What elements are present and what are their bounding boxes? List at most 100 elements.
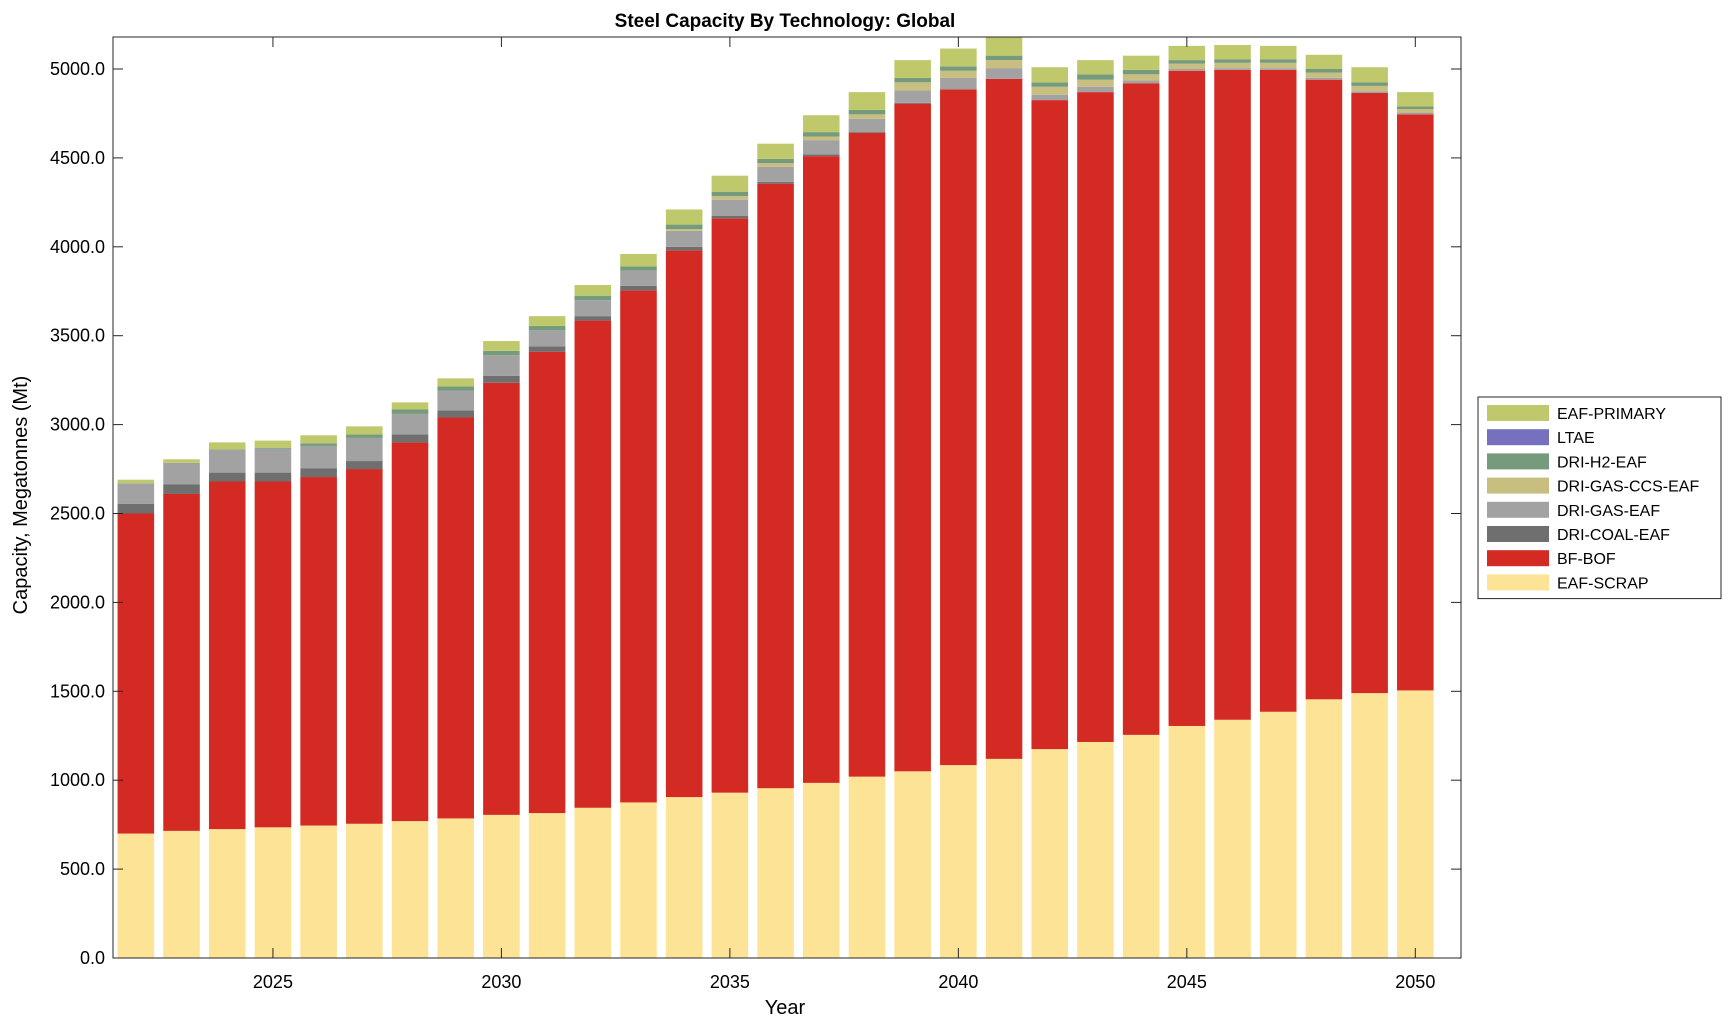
bar-segment-dri-gas-eaf-2035 bbox=[711, 199, 749, 216]
bar-segment-bf-bof-2031 bbox=[528, 351, 566, 814]
y-tick-label: 2000.0 bbox=[50, 592, 105, 612]
bar-segment-dri-gas-eaf-2041 bbox=[985, 68, 1023, 79]
bar-segment-eaf-scrap-2026 bbox=[300, 825, 337, 958]
bar-segment-eaf-scrap-2035 bbox=[711, 792, 749, 958]
bar-segment-dri-h2-eaf-2032 bbox=[574, 295, 612, 301]
bar-segment-dri-gas-ccs-eaf-2046 bbox=[1214, 62, 1251, 69]
legend-swatch-ltae bbox=[1487, 429, 1549, 446]
bar-segment-eaf-scrap-2039 bbox=[894, 771, 931, 958]
bar-segment-bf-bof-2024 bbox=[208, 481, 246, 830]
bar-segment-dri-h2-eaf-2050 bbox=[1397, 106, 1434, 110]
bar-segment-dri-coal-eaf-2031 bbox=[528, 346, 566, 352]
bar-segment-dri-gas-eaf-2037 bbox=[802, 140, 840, 155]
bar-segment-dri-coal-eaf-2022 bbox=[117, 503, 155, 514]
bar-segment-eaf-scrap-2045 bbox=[1168, 725, 1206, 958]
bar-segment-eaf-primary-2024 bbox=[208, 442, 246, 450]
bar-segment-eaf-primary-2031 bbox=[528, 316, 566, 326]
legend-label-ltae: LTAE bbox=[1557, 430, 1595, 447]
plot-area bbox=[117, 37, 1434, 958]
y-tick-label: 4000.0 bbox=[50, 237, 105, 257]
bar-segment-dri-h2-eaf-2033 bbox=[620, 266, 657, 271]
x-axis-label: Year bbox=[765, 997, 806, 1019]
bar-segment-dri-h2-eaf-2034 bbox=[665, 224, 703, 230]
bar-segment-dri-h2-eaf-2029 bbox=[437, 386, 474, 391]
legend-swatch-eaf-scrap bbox=[1487, 574, 1549, 591]
x-tick-label: 2030 bbox=[481, 972, 521, 992]
bar-segment-eaf-scrap-2037 bbox=[802, 782, 840, 958]
y-tick-label: 500.0 bbox=[60, 859, 105, 879]
bar-segment-bf-bof-2035 bbox=[711, 218, 749, 793]
x-tick-label: 2040 bbox=[938, 972, 978, 992]
bar-segment-dri-gas-ccs-eaf-2039 bbox=[894, 82, 931, 91]
x-tick-label: 2035 bbox=[710, 972, 750, 992]
bar-segment-eaf-primary-2030 bbox=[483, 341, 520, 351]
bar-segment-eaf-scrap-2032 bbox=[574, 807, 612, 958]
bar-segment-bf-bof-2034 bbox=[665, 250, 703, 798]
bar-segment-eaf-primary-2027 bbox=[346, 426, 383, 435]
bar-segment-bf-bof-2045 bbox=[1168, 70, 1206, 726]
bar-segment-eaf-primary-2034 bbox=[665, 209, 703, 225]
y-tick-label: 3500.0 bbox=[50, 326, 105, 346]
bar-segment-eaf-primary-2047 bbox=[1259, 45, 1297, 60]
bar-segment-eaf-primary-2044 bbox=[1122, 55, 1160, 70]
bar-segment-dri-gas-eaf-2028 bbox=[391, 413, 429, 435]
bar-segment-eaf-primary-2050 bbox=[1397, 92, 1434, 107]
bar-segment-dri-gas-ccs-eaf-2048 bbox=[1305, 72, 1343, 78]
y-tick-label: 1000.0 bbox=[50, 770, 105, 790]
bar-segment-eaf-scrap-2023 bbox=[163, 830, 200, 958]
bar-segment-dri-h2-eaf-2049 bbox=[1351, 82, 1388, 86]
bar-segment-bf-bof-2042 bbox=[1031, 100, 1069, 750]
legend-swatch-bf-bof bbox=[1487, 550, 1549, 567]
bar-segment-bf-bof-2029 bbox=[437, 417, 474, 819]
bar-segment-dri-gas-eaf-2026 bbox=[300, 445, 337, 469]
bar-segment-dri-gas-ccs-eaf-2042 bbox=[1031, 86, 1069, 95]
bar-segment-dri-gas-ccs-eaf-2037 bbox=[802, 136, 840, 141]
bar-segment-eaf-primary-2036 bbox=[757, 143, 794, 159]
bar-segment-dri-gas-eaf-2024 bbox=[208, 449, 246, 473]
bar-segment-dri-gas-eaf-2022 bbox=[117, 483, 155, 504]
bar-segment-bf-bof-2039 bbox=[894, 103, 931, 772]
bar-segment-dri-gas-eaf-2048 bbox=[1305, 77, 1343, 80]
bar-segment-eaf-primary-2046 bbox=[1214, 45, 1251, 60]
bar-segment-eaf-primary-2032 bbox=[574, 285, 612, 296]
bar-segment-dri-h2-eaf-2043 bbox=[1077, 74, 1114, 80]
chart-title: Steel Capacity By Technology: Global bbox=[615, 11, 956, 32]
bar-segment-eaf-primary-2033 bbox=[620, 253, 657, 267]
bar-segment-dri-gas-eaf-2033 bbox=[620, 270, 657, 286]
bar-segment-eaf-scrap-2043 bbox=[1077, 741, 1114, 958]
legend: EAF-PRIMARY LTAE DRI-H2-EAF DRI-GAS-CCS-EAF… bbox=[1477, 396, 1722, 600]
bar-segment-eaf-primary-2041 bbox=[985, 37, 1023, 56]
bar-segment-dri-coal-eaf-2036 bbox=[757, 181, 794, 184]
legend-swatch-dri-gas-ccs-eaf bbox=[1487, 477, 1549, 494]
bar-segment-dri-coal-eaf-2030 bbox=[483, 375, 520, 383]
bar-segment-eaf-primary-2029 bbox=[437, 378, 474, 387]
bar-segment-dri-gas-eaf-2036 bbox=[757, 166, 794, 182]
legend-swatch-dri-gas-eaf bbox=[1487, 501, 1549, 518]
bar-segment-eaf-primary-2048 bbox=[1305, 54, 1343, 69]
y-axis-label: Capacity, Megatonnes (Mt) bbox=[10, 376, 32, 615]
y-tick-label: 4500.0 bbox=[50, 148, 105, 168]
bar-segment-dri-coal-eaf-2028 bbox=[391, 434, 429, 443]
bar-segment-dri-h2-eaf-2046 bbox=[1214, 59, 1251, 63]
bar-segment-dri-h2-eaf-2048 bbox=[1305, 69, 1343, 73]
legend-label-eaf-primary: EAF-PRIMARY bbox=[1557, 406, 1666, 423]
legend-label-eaf-scrap: EAF-SCRAP bbox=[1557, 575, 1649, 592]
bar-segment-dri-gas-eaf-2039 bbox=[894, 90, 931, 103]
bar-segment-dri-gas-eaf-2029 bbox=[437, 390, 474, 411]
bar-segment-dri-gas-ccs-eaf-2040 bbox=[940, 70, 977, 78]
bar-segment-dri-coal-eaf-2039 bbox=[894, 102, 931, 104]
bar-segment-dri-gas-ccs-eaf-2036 bbox=[757, 163, 794, 167]
bar-segment-eaf-scrap-2028 bbox=[391, 821, 429, 958]
bar-segment-eaf-scrap-2027 bbox=[346, 823, 383, 958]
bar-segment-eaf-primary-2038 bbox=[848, 92, 886, 110]
bar-segment-eaf-primary-2022 bbox=[117, 479, 155, 484]
bar-segment-eaf-scrap-2041 bbox=[985, 758, 1023, 958]
bar-segment-eaf-scrap-2024 bbox=[208, 829, 246, 958]
bar-segment-dri-coal-eaf-2025 bbox=[254, 472, 292, 482]
bar-segment-dri-gas-eaf-2042 bbox=[1031, 94, 1069, 101]
bar-segment-dri-h2-eaf-2036 bbox=[757, 158, 794, 164]
bar-segment-eaf-scrap-2047 bbox=[1259, 711, 1297, 958]
x-axis: 2025 2030 2035 2040 2045 2050 bbox=[253, 37, 1435, 992]
bar-segment-bf-bof-2026 bbox=[300, 477, 337, 826]
